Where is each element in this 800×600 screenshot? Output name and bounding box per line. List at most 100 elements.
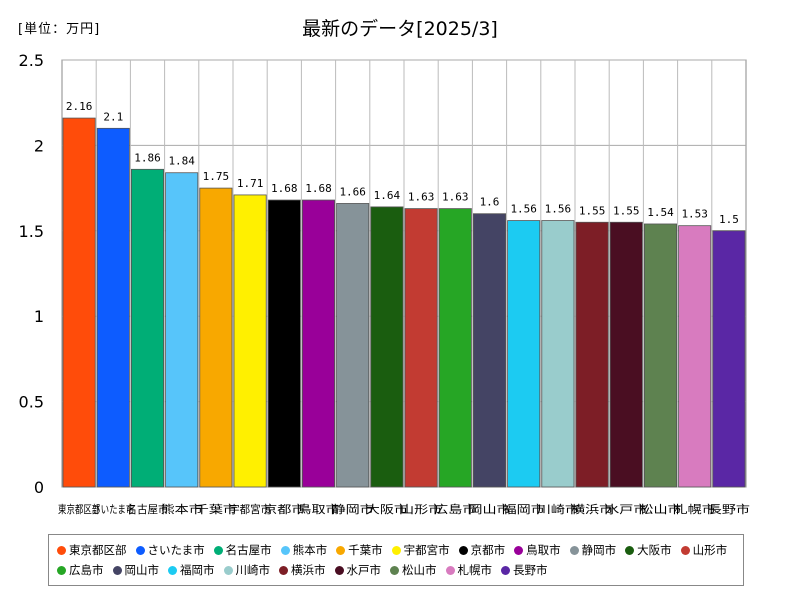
bar <box>507 220 541 488</box>
legend-label: 長野市 <box>513 563 548 577</box>
x-tick-label: 大阪市 <box>366 502 408 516</box>
bar-value-label: 1.63 <box>442 191 469 204</box>
legend-label: 熊本市 <box>292 543 328 557</box>
legend-label: 岡山市 <box>124 563 160 577</box>
x-tick-label: 東京都区部 <box>58 502 100 516</box>
bar <box>301 199 335 488</box>
bar <box>336 203 370 488</box>
legend-label: 京都市 <box>470 543 506 557</box>
legend-label: 鳥取市 <box>526 543 561 557</box>
bar <box>199 187 233 488</box>
legend-swatch <box>680 545 690 555</box>
bar <box>575 221 609 488</box>
chart-title: 最新のデータ[2025/3] <box>302 18 498 40</box>
bar-value-label: 1.84 <box>168 155 195 168</box>
legend-swatch <box>57 565 66 575</box>
legend-swatch <box>112 565 122 575</box>
x-tick-label: 宇都宮市 <box>229 502 271 516</box>
bar-value-label: 1.56 <box>510 203 537 216</box>
legend-item: 鳥取市 <box>514 540 561 560</box>
legend-item: 水戸市 <box>334 560 382 580</box>
bar-value-label: 1.54 <box>647 206 674 219</box>
bar-value-label: 1.53 <box>681 208 708 221</box>
bar-value-label: 1.71 <box>237 177 264 190</box>
legend-label: 千葉市 <box>348 543 383 557</box>
bar <box>370 206 404 488</box>
bar-value-label: 1.56 <box>545 203 572 216</box>
bar <box>130 168 164 488</box>
legend-label: 静岡市 <box>581 543 617 557</box>
legend-item: 静岡市 <box>569 540 617 560</box>
legend-label: 川崎市 <box>235 563 271 577</box>
legend-item: 名古屋市 <box>213 540 272 560</box>
y-tick-label: 1 <box>34 307 44 326</box>
legend-label: 横浜市 <box>291 563 326 577</box>
bar <box>472 213 506 488</box>
legend-label: 名古屋市 <box>225 543 272 557</box>
x-tick-label: 千葉市 <box>195 502 237 516</box>
legend-swatch <box>501 565 510 575</box>
legend-swatch <box>625 545 635 555</box>
legend-label: さいたま市 <box>147 543 205 557</box>
bar-value-label: 2.16 <box>66 100 93 113</box>
bar <box>233 194 267 488</box>
y-tick-label: 1.5 <box>19 222 44 241</box>
bar <box>609 221 643 488</box>
bar-value-label: 1.55 <box>613 204 640 217</box>
bar-value-label: 1.55 <box>579 204 606 217</box>
legend-label: 松山市 <box>402 563 437 577</box>
bar-value-label: 1.68 <box>271 182 298 195</box>
legend-swatch <box>391 545 401 555</box>
legend-item: 大阪市 <box>625 540 672 560</box>
x-tick-label: 広島市 <box>434 502 476 516</box>
bar <box>62 117 96 488</box>
bar-value-label: 1.68 <box>305 182 332 195</box>
legend-label: 札幌市 <box>457 563 493 577</box>
legend-swatch <box>213 545 223 555</box>
legend-item: 宇都宮市 <box>391 540 450 560</box>
legend-swatch <box>168 565 177 575</box>
x-tick-label: 松山市 <box>639 502 681 516</box>
y-tick-label: 2 <box>34 136 44 155</box>
legend-item: 福岡市 <box>168 560 215 580</box>
legend-item: 岡山市 <box>112 560 160 580</box>
legend-swatch <box>223 565 233 575</box>
bar <box>96 127 130 488</box>
bar-value-label: 1.6 <box>480 196 500 209</box>
legend-swatch <box>390 565 399 575</box>
legend-label: 水戸市 <box>346 563 382 577</box>
legend-item: 京都市 <box>458 540 506 560</box>
legend-swatch <box>57 545 66 555</box>
legend-label: 宇都宮市 <box>403 543 450 557</box>
legend-swatch <box>458 545 468 555</box>
y-tick-label: 2.5 <box>19 51 44 70</box>
legend-swatch <box>135 545 145 555</box>
legend-label: 福岡市 <box>180 563 215 577</box>
bar-value-label: 1.5 <box>719 213 739 226</box>
bar-value-label: 1.64 <box>374 189 401 202</box>
bar <box>712 230 746 488</box>
legend-item: 川崎市 <box>223 560 271 580</box>
x-tick-label: 鳥取市 <box>297 502 339 516</box>
x-tick-label: 水戸市 <box>605 502 647 516</box>
legend-item: 長野市 <box>501 560 548 580</box>
x-tick-label: 長野市 <box>708 502 750 516</box>
legend-swatch <box>514 545 524 555</box>
legend-item: 山形市 <box>680 540 727 560</box>
x-tick-label: 川崎市 <box>537 502 579 516</box>
legend-item: 札幌市 <box>445 560 493 580</box>
y-tick-label: 0 <box>34 478 44 497</box>
x-tick-label: 熊本市 <box>161 502 203 516</box>
x-tick-label: 山形市 <box>400 502 442 516</box>
legend-label: 広島市 <box>69 563 104 577</box>
x-tick-label: 京都市 <box>263 502 305 516</box>
legend-item: 横浜市 <box>279 560 326 580</box>
bar-value-label: 1.86 <box>134 151 161 164</box>
bar <box>267 199 301 488</box>
bar-value-label: 1.63 <box>408 191 435 204</box>
bar <box>404 208 438 488</box>
legend-swatch <box>445 565 455 575</box>
y-tick-label: 0.5 <box>19 393 44 412</box>
bar <box>165 172 199 488</box>
